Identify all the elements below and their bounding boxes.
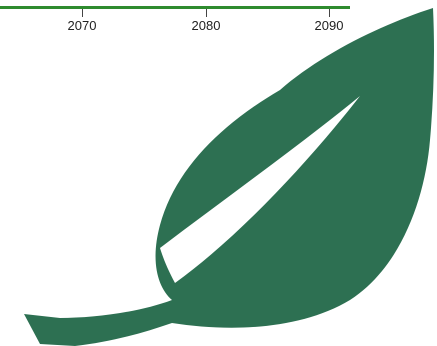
timeline-axis: 2070 2080 2090 — [0, 0, 350, 40]
tick-mark-2080 — [206, 9, 207, 17]
tick-mark-2070 — [82, 9, 83, 17]
tick-label-2090: 2090 — [314, 18, 344, 33]
tick-label-2080: 2080 — [191, 18, 221, 33]
tick-mark-2090 — [329, 9, 330, 17]
timeline-track — [0, 6, 350, 9]
tick-label-2070: 2070 — [67, 18, 97, 33]
